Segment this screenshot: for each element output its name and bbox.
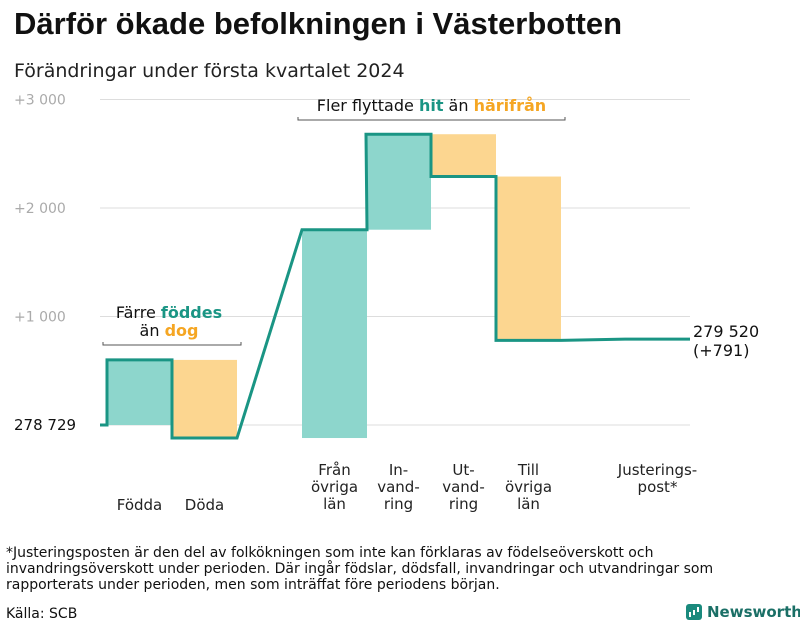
end-change-label: (+791): [693, 341, 749, 360]
x-label-3-1: vand-: [377, 478, 420, 496]
x-label-5-0: Till: [517, 461, 539, 479]
x-label-2-1: övriga: [311, 478, 358, 496]
annotation-migration-bracket: [297, 117, 566, 121]
x-label-2-0: Från: [318, 461, 350, 479]
y-tick-label-0: +1 000: [14, 310, 66, 326]
x-label-4-0: Ut-: [452, 461, 474, 479]
x-label-2-2: län: [323, 495, 346, 513]
annotation-birth-death-part-0-1: föddes: [161, 303, 222, 322]
waterfall-chart: +1 000 +2 000 +3 000 278 729 279 520(+791) Fö…: [14, 93, 759, 515]
annotation-migration-part-0: Fler flyttade: [317, 96, 419, 115]
annotation-birth-death-part-0-0: Färre: [116, 303, 161, 322]
annotation-birth-death-part-1-1: dog: [165, 321, 199, 340]
bar-3: [366, 134, 431, 230]
bar-1: [172, 359, 237, 439]
annotation-birth-death-line-0: Färre föddes: [116, 303, 222, 322]
bar-0: [107, 359, 172, 425]
annotation-migration-part-3: härifrån: [474, 96, 547, 115]
annotation-migration-part-2: än: [443, 96, 473, 115]
x-label-6-1: post*: [638, 478, 678, 496]
x-label-5-2: län: [517, 495, 540, 513]
source-label: Källa: SCB: [6, 606, 78, 622]
x-label-4-2: ring: [449, 495, 478, 513]
x-label-4-1: vand-: [442, 478, 485, 496]
annotation-birth-death-line-1: än dog: [140, 321, 199, 340]
bar-2: [302, 229, 367, 439]
annotation-migration-line-0: Fler flyttade hit än härifrån: [317, 96, 546, 115]
y-tick-label-2: +3 000: [14, 93, 66, 109]
x-label-6-0: Justerings-: [617, 461, 697, 479]
x-label-0-0: Födda: [117, 496, 163, 514]
annotation-birth-death-part-1-0: än: [140, 321, 165, 340]
x-label-3-0: In-: [389, 461, 408, 479]
y-tick-label-1: +2 000: [14, 201, 66, 217]
annotation-migration-part-1: hit: [419, 96, 444, 115]
footnote: *Justeringsposten är den del av folkökni…: [6, 545, 714, 593]
brand-name: Newsworthy: [707, 603, 800, 621]
chart-subtitle: Förändringar under första kvartalet 2024: [14, 60, 405, 82]
brand: Newsworthy: [686, 603, 800, 621]
newsworthy-logo-icon: [686, 604, 702, 620]
running-total-line: [100, 132, 690, 440]
chart-title: Därför ökade befolkningen i Västerbotten: [14, 6, 623, 41]
x-label-1-0: Döda: [185, 496, 224, 514]
bar-4: [431, 134, 496, 177]
x-label-3-2: ring: [384, 495, 413, 513]
bar-5: [496, 176, 561, 341]
start-value-label: 278 729: [14, 416, 76, 434]
x-label-5-1: övriga: [505, 478, 552, 496]
annotation-birth-death-bracket: [102, 342, 242, 346]
end-value-label: 279 520: [693, 322, 759, 341]
